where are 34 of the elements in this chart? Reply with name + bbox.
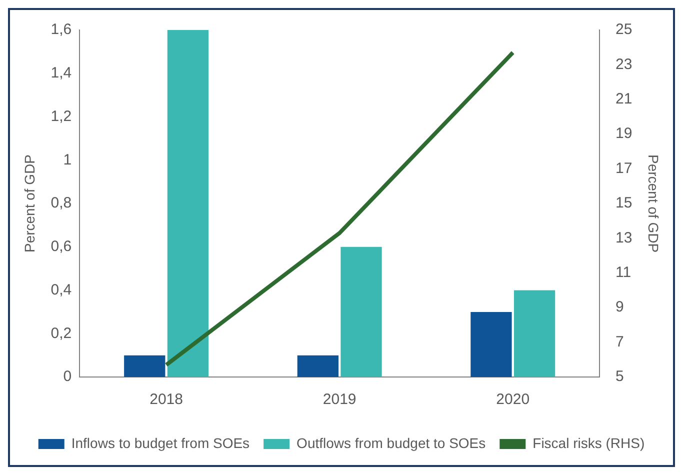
y2-tick-label: 23 <box>616 56 632 73</box>
x-tick-label: 2018 <box>150 391 183 408</box>
y2-tick-label: 11 <box>616 264 632 282</box>
y2-tick-label: 7 <box>616 333 624 350</box>
x-tick-label: 2020 <box>496 391 530 408</box>
y2-axis-title: Percent of GDP <box>646 154 662 253</box>
y2-tick-label: 13 <box>616 229 632 246</box>
y2-tick-label: 21 <box>616 90 632 108</box>
bar <box>297 355 338 377</box>
y2-tick-label: 15 <box>616 194 632 212</box>
bar <box>124 355 166 377</box>
bar <box>167 30 209 377</box>
y-tick-label: 0 <box>63 368 72 386</box>
y-tick-label: 0,8 <box>50 194 72 212</box>
y-tick-label: 0,4 <box>50 281 72 298</box>
x-tick-label: 2019 <box>322 391 356 408</box>
bar <box>470 312 512 377</box>
y2-tick-label: 17 <box>616 160 632 177</box>
y-tick-label: 1,6 <box>50 21 72 38</box>
y2-tick-label: 5 <box>616 368 624 386</box>
y-tick-label: 1 <box>63 151 72 168</box>
y2-tick-label: 25 <box>616 21 632 38</box>
y2-tick-label: 9 <box>616 298 624 316</box>
y-tick-label: 0,2 <box>50 324 72 342</box>
y-tick-label: 1,2 <box>50 108 72 125</box>
y-tick-label: 0,6 <box>50 238 72 256</box>
y2-tick-label: 19 <box>616 125 632 142</box>
y-tick-label: 1,4 <box>50 64 72 82</box>
bar <box>340 246 382 377</box>
legend-label: Fiscal risks (RHS) <box>532 434 645 451</box>
legend-label: Outflows from budget to SOEs <box>296 434 486 451</box>
legend-label: Inflows to budget from SOEs <box>71 434 250 451</box>
y-axis-title: Percent of GDP <box>21 154 38 253</box>
bar <box>514 290 556 377</box>
